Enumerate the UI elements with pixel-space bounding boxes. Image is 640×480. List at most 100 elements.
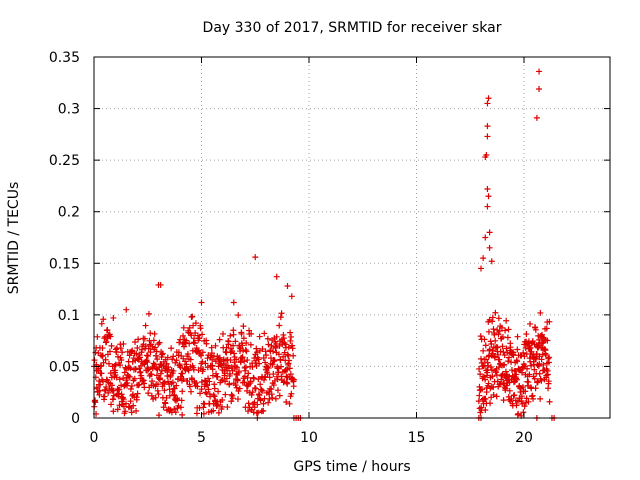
data-point bbox=[171, 406, 178, 413]
data-point bbox=[122, 408, 129, 415]
data-point bbox=[186, 340, 193, 347]
data-point bbox=[485, 193, 492, 200]
data-point bbox=[287, 329, 294, 336]
data-point bbox=[494, 344, 501, 351]
data-point bbox=[269, 361, 276, 368]
data-point bbox=[482, 376, 489, 383]
data-point bbox=[247, 378, 254, 385]
data-point bbox=[170, 353, 177, 360]
data-point bbox=[244, 374, 251, 381]
data-point bbox=[152, 352, 159, 359]
data-point bbox=[127, 365, 134, 372]
data-point bbox=[214, 402, 221, 409]
data-point bbox=[526, 371, 533, 378]
data-point bbox=[257, 381, 264, 388]
data-point bbox=[502, 327, 509, 334]
data-point bbox=[233, 384, 240, 391]
data-point bbox=[278, 363, 285, 370]
data-point bbox=[508, 395, 515, 402]
data-point bbox=[481, 336, 488, 343]
data-point bbox=[154, 356, 161, 363]
data-point bbox=[176, 339, 183, 346]
data-point bbox=[150, 337, 157, 344]
data-point bbox=[545, 378, 552, 385]
data-point bbox=[212, 342, 219, 349]
data-point bbox=[234, 396, 241, 403]
tick-layer: 0 5 10 15 20 0 0.05 0.1 0.15 0.2 0.25 0.3 0.35 bbox=[49, 50, 610, 446]
data-point bbox=[252, 385, 259, 392]
data-point bbox=[117, 345, 124, 352]
data-point bbox=[168, 345, 175, 352]
data-point bbox=[532, 355, 539, 362]
data-point bbox=[488, 258, 495, 265]
data-point bbox=[198, 299, 205, 306]
data-point bbox=[227, 332, 234, 339]
data-point bbox=[183, 337, 190, 344]
data-point bbox=[107, 333, 114, 340]
data-point bbox=[528, 362, 535, 369]
data-point bbox=[484, 186, 491, 193]
data-point bbox=[503, 345, 510, 352]
data-point bbox=[132, 365, 139, 372]
data-point bbox=[244, 357, 251, 364]
data-point bbox=[243, 348, 250, 355]
data-point bbox=[239, 342, 246, 349]
data-point bbox=[100, 359, 107, 366]
data-point bbox=[496, 356, 503, 363]
data-point bbox=[273, 333, 280, 340]
data-point bbox=[184, 377, 191, 384]
y-axis-label: SRMTID / TECUs bbox=[6, 182, 22, 295]
data-point bbox=[216, 336, 223, 343]
data-point bbox=[105, 360, 112, 367]
data-point bbox=[532, 385, 539, 392]
data-point bbox=[172, 409, 179, 416]
data-point bbox=[108, 342, 115, 349]
data-point bbox=[288, 293, 295, 300]
data-point bbox=[492, 337, 499, 344]
data-point bbox=[503, 317, 510, 324]
data-point bbox=[527, 320, 534, 327]
data-point bbox=[235, 368, 242, 375]
data-point bbox=[94, 333, 101, 340]
data-point bbox=[110, 396, 117, 403]
data-point bbox=[186, 324, 193, 331]
data-point bbox=[489, 318, 496, 325]
data-point bbox=[476, 365, 483, 372]
data-point bbox=[158, 367, 165, 374]
data-point bbox=[233, 356, 240, 363]
data-point bbox=[120, 396, 127, 403]
data-point bbox=[257, 397, 264, 404]
data-point bbox=[129, 391, 136, 398]
data-point bbox=[488, 341, 495, 348]
data-point bbox=[144, 365, 151, 372]
data-point bbox=[104, 326, 111, 333]
data-point bbox=[477, 371, 484, 378]
data-point bbox=[482, 356, 489, 363]
data-point bbox=[151, 330, 158, 337]
data-point bbox=[508, 367, 515, 374]
data-point bbox=[108, 401, 115, 408]
data-point bbox=[488, 367, 495, 374]
data-point bbox=[262, 359, 269, 366]
data-point bbox=[478, 265, 484, 272]
data-point bbox=[221, 360, 228, 367]
data-point bbox=[537, 395, 544, 402]
data-point bbox=[230, 331, 237, 338]
data-point bbox=[538, 377, 545, 384]
data-point bbox=[229, 395, 236, 402]
data-point bbox=[523, 395, 530, 402]
data-point bbox=[118, 391, 125, 398]
data-point bbox=[545, 355, 552, 362]
data-point bbox=[529, 338, 536, 345]
data-point bbox=[222, 348, 229, 355]
data-point bbox=[143, 352, 150, 359]
data-point bbox=[506, 387, 513, 394]
data-point bbox=[218, 403, 225, 410]
data-point bbox=[232, 382, 239, 389]
data-point bbox=[268, 386, 275, 393]
data-point bbox=[489, 314, 496, 321]
data-point bbox=[154, 387, 161, 394]
data-point bbox=[205, 386, 212, 393]
data-point bbox=[482, 342, 489, 349]
data-point bbox=[116, 386, 123, 393]
